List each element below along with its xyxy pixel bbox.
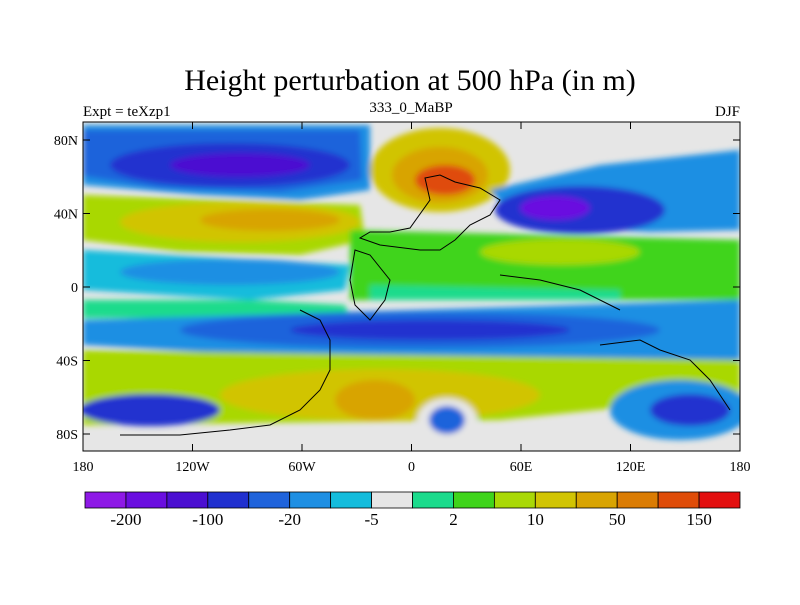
colorbar-swatch bbox=[330, 491, 372, 509]
y-tick-label: 40N bbox=[54, 208, 78, 223]
colorbar-swatch bbox=[698, 491, 741, 509]
y-tick-label: 40S bbox=[56, 355, 78, 370]
x-axis: 180 120W 60W 0 60E 120E 180 bbox=[73, 122, 751, 475]
colorbar-swatch bbox=[534, 491, 577, 509]
colorbar-swatch bbox=[125, 491, 168, 509]
x-tick-label: 180 bbox=[730, 460, 751, 475]
colorbar-swatch bbox=[207, 491, 250, 509]
x-tick-label: 0 bbox=[408, 460, 415, 475]
colorbar-swatch bbox=[166, 491, 209, 509]
experiment-label: Expt = teXzp1 bbox=[83, 104, 171, 120]
colorbar-swatch bbox=[616, 491, 659, 509]
contour-field bbox=[83, 122, 740, 451]
y-tick-label: 80S bbox=[56, 428, 78, 443]
colorbar-label: 2 bbox=[449, 510, 458, 529]
colorbar-swatch bbox=[493, 491, 536, 509]
colorbar-swatch bbox=[575, 491, 618, 509]
period-label: 333_0_MaBP bbox=[369, 100, 452, 116]
colorbar-swatch bbox=[453, 491, 495, 509]
colorbar-swatch bbox=[84, 491, 127, 509]
y-tick-label: 0 bbox=[71, 281, 78, 296]
y-tick-label: 80N bbox=[54, 134, 78, 149]
colorbar-label: 10 bbox=[527, 510, 544, 529]
coastlines bbox=[120, 174, 731, 436]
x-tick-label: 120W bbox=[175, 460, 210, 475]
colorbar-swatch bbox=[289, 491, 332, 509]
colorbar: -200 -100 -20 -5 2 10 50 150 bbox=[84, 491, 741, 529]
colorbar-label: 50 bbox=[609, 510, 626, 529]
y-axis: 80N 40N 0 40S 80S bbox=[54, 134, 740, 443]
x-tick-label: 180 bbox=[73, 460, 94, 475]
colorbar-label: -100 bbox=[192, 510, 223, 529]
colorbar-swatch bbox=[371, 491, 413, 509]
colorbar-label: -20 bbox=[278, 510, 301, 529]
colorbar-label: -5 bbox=[364, 510, 378, 529]
season-label: DJF bbox=[715, 104, 740, 120]
x-tick-label: 120E bbox=[616, 460, 646, 475]
colorbar-label: 150 bbox=[686, 510, 712, 529]
plot-title: Height perturbation at 500 hPa (in m) bbox=[184, 64, 636, 97]
colorbar-label: -200 bbox=[110, 510, 141, 529]
x-tick-label: 60W bbox=[288, 460, 316, 475]
colorbar-swatch bbox=[657, 491, 700, 509]
colorbar-swatch bbox=[412, 491, 454, 509]
colorbar-swatch bbox=[248, 491, 291, 509]
x-tick-label: 60E bbox=[510, 460, 533, 475]
